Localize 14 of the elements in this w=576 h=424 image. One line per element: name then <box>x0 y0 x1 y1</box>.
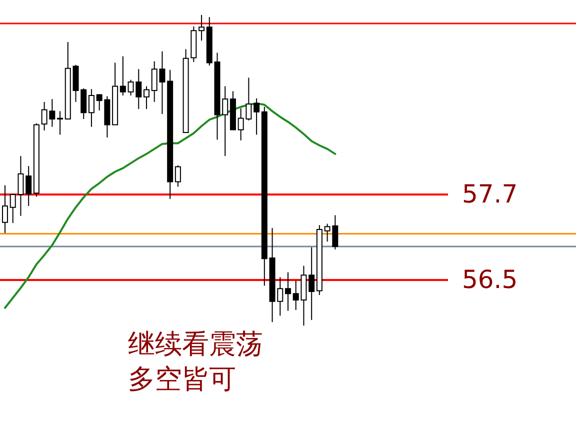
candlestick <box>57 110 64 136</box>
annotation: 多空皆可 <box>128 364 236 395</box>
candlestick <box>254 98 260 136</box>
ref-line-label: 56.5 <box>462 265 518 294</box>
candlestick <box>198 14 205 42</box>
candlestick <box>144 86 150 110</box>
annotation: 继续看震荡 <box>128 329 263 360</box>
candlestick <box>174 164 181 188</box>
candlestick <box>88 88 94 128</box>
candlestick <box>285 272 291 312</box>
candlestick <box>120 56 126 96</box>
candlestick <box>26 166 32 206</box>
candlestick <box>308 246 315 320</box>
ref-line-label: 57.7 <box>462 180 518 209</box>
